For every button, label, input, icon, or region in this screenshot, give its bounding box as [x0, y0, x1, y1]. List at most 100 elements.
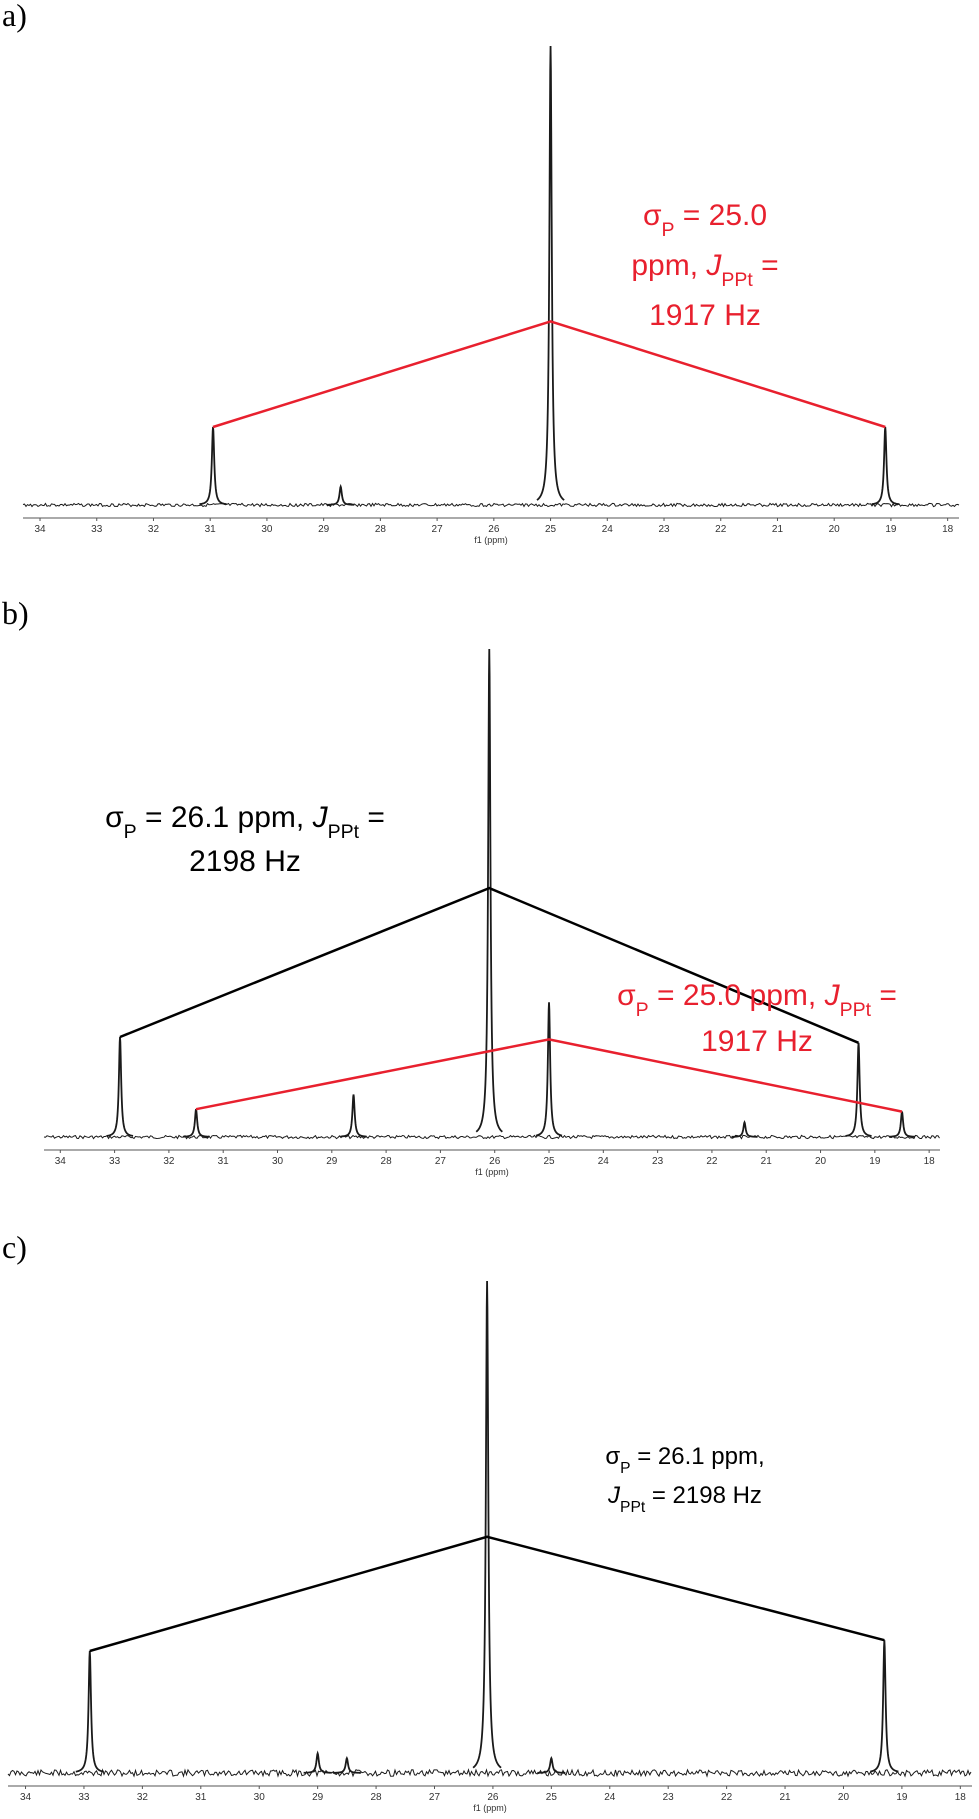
- panel-label: a): [2, 0, 27, 33]
- annotation-text: =: [871, 979, 897, 1012]
- annotation-line: JPPt = 2198 Hz: [607, 1482, 762, 1516]
- x-tick-label: 21: [779, 1792, 791, 1803]
- x-tick-label: 20: [815, 1156, 827, 1167]
- x-tick-label: 20: [829, 524, 841, 535]
- x-tick-label: 18: [942, 524, 954, 535]
- peak: [475, 648, 503, 1133]
- x-tick-label: 19: [869, 1156, 881, 1167]
- annotation-text: σ: [617, 979, 636, 1012]
- x-tick-label: 31: [195, 1792, 207, 1803]
- annotation-text: J: [607, 1482, 621, 1509]
- x-tick-label: 20: [838, 1792, 850, 1803]
- annotation-text: σ: [643, 199, 662, 232]
- x-tick-label: 33: [91, 524, 103, 535]
- x-tick-label: 24: [602, 524, 614, 535]
- annotation-line: σP = 26.1 ppm, JPPt =: [105, 801, 385, 843]
- peak: [537, 1756, 566, 1774]
- annotation-line: 1917 Hz: [701, 1025, 813, 1058]
- peak: [536, 45, 565, 501]
- multiplet-line: [195, 1038, 903, 1113]
- x-tick-label: 29: [318, 524, 330, 535]
- peak: [535, 1002, 563, 1137]
- peak: [871, 426, 899, 506]
- annotation-text: 2198 Hz: [189, 845, 301, 878]
- x-tick-label: 32: [148, 524, 160, 535]
- x-tick-label: 28: [375, 524, 387, 535]
- x-tick-label: 32: [163, 1156, 175, 1167]
- x-tick-label: 22: [706, 1156, 718, 1167]
- annotation-text: =: [753, 249, 779, 282]
- peak: [106, 1036, 134, 1137]
- x-axis-label: f1 (ppm): [474, 535, 508, 545]
- annotation-text: = 26.1 ppm,: [631, 1443, 765, 1470]
- annotation-line: σP = 26.1 ppm,: [605, 1443, 764, 1477]
- annotation-text: σ: [105, 801, 124, 834]
- annotation-line: 2198 Hz: [189, 845, 301, 878]
- annotation-text: J: [705, 249, 722, 282]
- x-tick-label: 30: [254, 1792, 266, 1803]
- x-tick-label: 29: [312, 1792, 324, 1803]
- panel-label: c): [2, 1229, 27, 1265]
- x-tick-label: 34: [34, 524, 46, 535]
- annotation-line: ppm, JPPt =: [631, 249, 778, 291]
- panel-label: b): [2, 595, 29, 631]
- x-tick-label: 18: [924, 1156, 936, 1167]
- x-tick-label: 19: [885, 524, 897, 535]
- x-tick-label: 25: [546, 1792, 558, 1803]
- annotation-text: PPt: [620, 1499, 646, 1516]
- baseline-noise: [43, 1134, 940, 1140]
- x-axis-label: f1 (ppm): [473, 1803, 507, 1813]
- annotation-text: P: [636, 999, 649, 1021]
- x-tick-label: 25: [543, 1156, 555, 1167]
- x-tick-label: 25: [545, 524, 557, 535]
- baseline-noise: [7, 1768, 972, 1778]
- x-tick-label: 21: [761, 1156, 773, 1167]
- peak: [303, 1750, 332, 1774]
- annotation-line: σP = 25.0: [643, 199, 767, 241]
- x-tick-label: 26: [489, 1156, 501, 1167]
- annotation-text: J: [824, 979, 841, 1012]
- annotation-text: 1917 Hz: [701, 1025, 813, 1058]
- x-tick-label: 26: [487, 1792, 499, 1803]
- x-tick-label: 28: [371, 1792, 383, 1803]
- x-tick-label: 32: [137, 1792, 149, 1803]
- x-tick-label: 22: [715, 524, 727, 535]
- x-tick-label: 21: [772, 524, 784, 535]
- annotation-text: PPt: [721, 269, 753, 291]
- baseline-noise: [22, 502, 960, 508]
- annotation-text: P: [620, 1460, 630, 1477]
- x-tick-label: 31: [205, 524, 217, 535]
- x-tick-label: 29: [326, 1156, 338, 1167]
- x-tick-label: 33: [109, 1156, 121, 1167]
- annotation-line: 1917 Hz: [649, 299, 761, 332]
- x-tick-label: 27: [435, 1156, 447, 1167]
- peak: [870, 1640, 899, 1773]
- multiplet-line: [89, 1535, 885, 1653]
- annotation-text: P: [124, 821, 137, 843]
- x-tick-label: 30: [261, 524, 273, 535]
- x-tick-label: 18: [955, 1792, 967, 1803]
- x-axis-label: f1 (ppm): [475, 1167, 509, 1177]
- annotation-text: = 2198 Hz: [645, 1482, 762, 1509]
- peak: [472, 1280, 502, 1769]
- annotation-text: = 25.0: [674, 199, 767, 232]
- x-tick-label: 27: [432, 524, 444, 535]
- annotation-text: = 25.0 ppm,: [649, 979, 825, 1012]
- x-tick-label: 26: [488, 524, 500, 535]
- x-tick-label: 34: [55, 1156, 67, 1167]
- multiplet-line: [119, 886, 859, 1044]
- x-tick-label: 23: [652, 1156, 664, 1167]
- peak: [199, 426, 227, 506]
- peak: [340, 1094, 367, 1138]
- annotation-line: σP = 25.0 ppm, JPPt =: [617, 979, 897, 1021]
- annotation-text: PPt: [840, 999, 872, 1021]
- peak: [327, 483, 355, 506]
- x-tick-label: 23: [663, 1792, 675, 1803]
- x-tick-label: 30: [272, 1156, 284, 1167]
- peak: [731, 1119, 758, 1138]
- multiplet-line: [212, 320, 886, 429]
- annotation-text: P: [661, 219, 674, 241]
- x-tick-label: 28: [381, 1156, 393, 1167]
